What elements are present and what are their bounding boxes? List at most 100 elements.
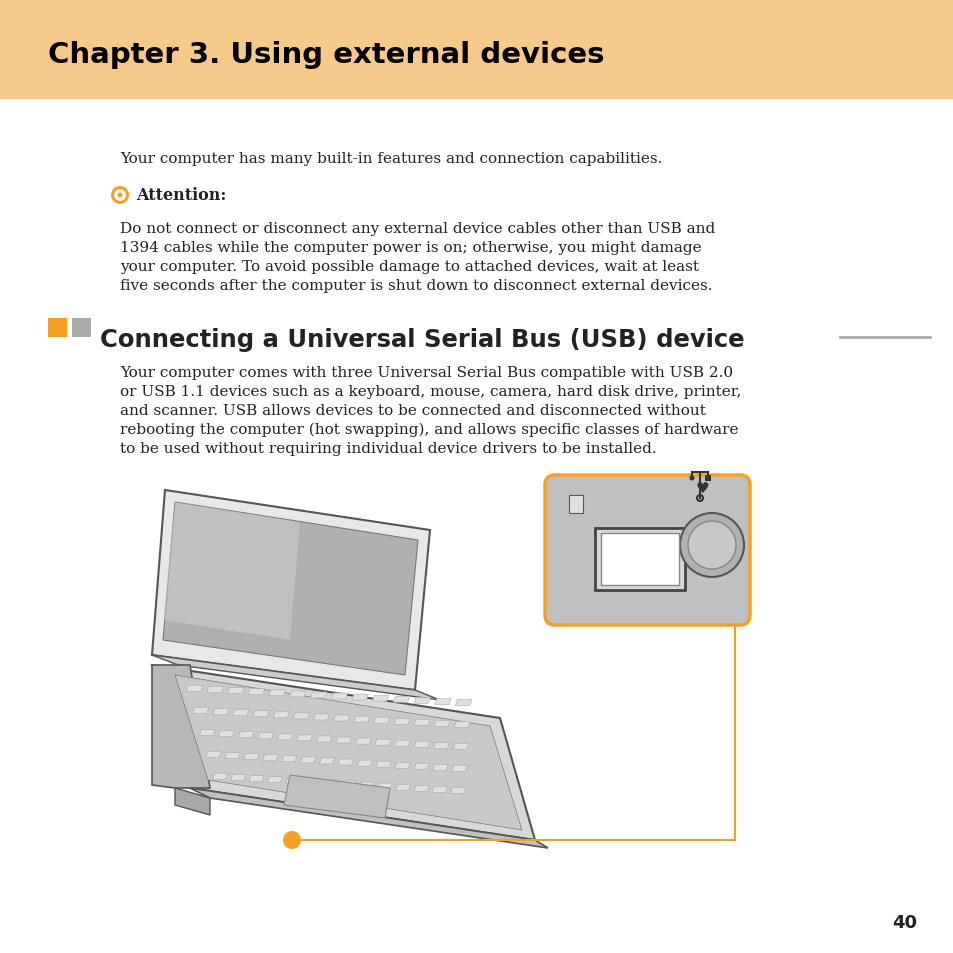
Polygon shape [314, 714, 329, 720]
Polygon shape [414, 741, 429, 747]
Polygon shape [213, 709, 229, 715]
Text: Attention:: Attention: [136, 188, 226, 204]
Polygon shape [249, 776, 264, 781]
Polygon shape [186, 686, 202, 692]
Bar [704, 476, 710, 481]
Circle shape [687, 521, 735, 569]
Polygon shape [358, 782, 374, 788]
Polygon shape [218, 731, 234, 737]
Polygon shape [338, 760, 354, 765]
Polygon shape [273, 712, 289, 718]
Polygon shape [163, 502, 417, 676]
Bar [71, 318, 91, 337]
Polygon shape [213, 774, 227, 780]
Polygon shape [322, 781, 337, 786]
Polygon shape [432, 786, 447, 793]
Polygon shape [453, 743, 468, 750]
Polygon shape [163, 502, 299, 640]
Polygon shape [356, 760, 372, 766]
Polygon shape [316, 736, 332, 742]
Polygon shape [377, 783, 392, 789]
Polygon shape [286, 778, 300, 784]
Polygon shape [152, 665, 535, 841]
Polygon shape [296, 735, 313, 741]
Polygon shape [207, 687, 223, 693]
Polygon shape [414, 763, 429, 769]
Polygon shape [290, 691, 306, 698]
Polygon shape [269, 690, 285, 696]
Polygon shape [331, 694, 347, 700]
Text: your computer. To avoid possible damage to attached devices, wait at least: your computer. To avoid possible damage … [120, 260, 699, 274]
Polygon shape [334, 716, 349, 721]
Polygon shape [452, 765, 467, 772]
Polygon shape [233, 710, 249, 716]
Circle shape [283, 831, 301, 849]
Polygon shape [293, 713, 309, 720]
Text: rebooting the computer (hot swapping), and allows specific classes of hardware: rebooting the computer (hot swapping), a… [120, 422, 738, 436]
Polygon shape [414, 785, 429, 792]
Bar [0, 0, 953, 100]
Polygon shape [304, 779, 318, 785]
Polygon shape [335, 738, 352, 743]
Polygon shape [277, 734, 293, 740]
Polygon shape [352, 695, 368, 700]
Polygon shape [253, 711, 269, 717]
Text: 1394 cables while the computer power is on; otherwise, you might damage: 1394 cables while the computer power is … [120, 241, 700, 254]
Polygon shape [174, 788, 210, 815]
Polygon shape [190, 788, 547, 848]
Polygon shape [174, 676, 521, 830]
Text: Your computer comes with three Universal Serial Bus compatible with USB 2.0: Your computer comes with three Universal… [120, 366, 732, 379]
Polygon shape [281, 756, 296, 762]
FancyBboxPatch shape [544, 476, 749, 625]
Polygon shape [433, 742, 449, 749]
Bar [48, 318, 67, 337]
Polygon shape [355, 739, 371, 744]
Polygon shape [225, 753, 240, 759]
Polygon shape [340, 781, 355, 787]
Circle shape [679, 514, 743, 578]
Polygon shape [206, 752, 221, 758]
Polygon shape [262, 755, 277, 760]
Polygon shape [300, 757, 315, 763]
Polygon shape [152, 665, 210, 788]
Text: 40: 40 [892, 913, 917, 931]
Circle shape [113, 190, 126, 202]
Polygon shape [393, 697, 410, 702]
Polygon shape [435, 699, 451, 704]
Text: Do not connect or disconnect any external device cables other than USB and: Do not connect or disconnect any externa… [120, 222, 715, 235]
Circle shape [689, 476, 694, 481]
Polygon shape [238, 732, 253, 738]
Polygon shape [319, 759, 335, 764]
Polygon shape [199, 730, 214, 736]
Polygon shape [193, 708, 209, 714]
Polygon shape [455, 700, 472, 706]
Text: or USB 1.1 devices such as a keyboard, mouse, camera, hard disk drive, printer,: or USB 1.1 devices such as a keyboard, m… [120, 385, 740, 398]
Circle shape [111, 187, 129, 205]
Polygon shape [243, 754, 258, 760]
Polygon shape [434, 720, 450, 726]
Text: Connecting a Universal Serial Bus (USB) device: Connecting a Universal Serial Bus (USB) … [100, 328, 743, 352]
Text: ♥: ♥ [695, 480, 708, 496]
Polygon shape [152, 491, 430, 690]
Polygon shape [394, 719, 410, 724]
Text: and scanner. USB allows devices to be connected and disconnected without: and scanner. USB allows devices to be co… [120, 403, 705, 417]
Polygon shape [374, 718, 390, 723]
Bar [568, 496, 582, 514]
Text: to be used without requiring individual device drivers to be installed.: to be used without requiring individual … [120, 441, 656, 456]
Polygon shape [248, 689, 265, 695]
Polygon shape [152, 656, 439, 700]
Polygon shape [375, 761, 391, 767]
Polygon shape [284, 775, 390, 818]
Polygon shape [395, 762, 410, 768]
Polygon shape [354, 717, 370, 722]
Polygon shape [267, 777, 282, 783]
Polygon shape [310, 692, 327, 699]
Text: Chapter 3. Using external devices: Chapter 3. Using external devices [48, 41, 604, 69]
Circle shape [117, 193, 122, 198]
Polygon shape [395, 740, 410, 746]
Polygon shape [231, 775, 245, 781]
Polygon shape [433, 764, 448, 771]
Polygon shape [375, 740, 390, 745]
Polygon shape [395, 784, 410, 790]
Text: five seconds after the computer is shut down to disconnect external devices.: five seconds after the computer is shut … [120, 278, 712, 293]
